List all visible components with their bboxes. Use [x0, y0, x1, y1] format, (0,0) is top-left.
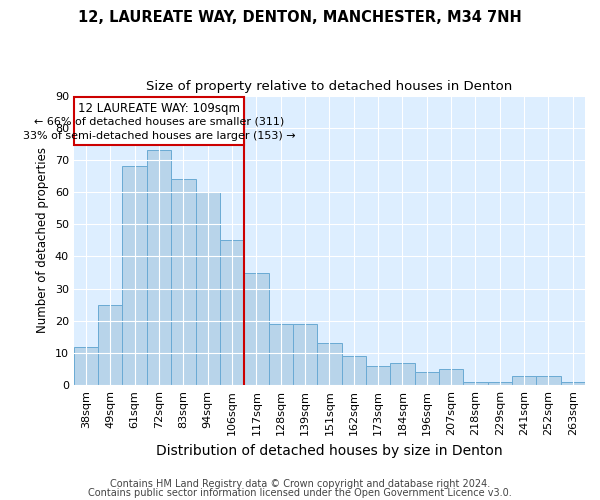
Bar	[366, 366, 390, 385]
Text: Contains public sector information licensed under the Open Government Licence v3: Contains public sector information licen…	[88, 488, 512, 498]
Bar	[98, 304, 122, 385]
Bar	[244, 272, 269, 385]
Bar	[415, 372, 439, 385]
FancyBboxPatch shape	[74, 97, 244, 146]
Text: ← 66% of detached houses are smaller (311): ← 66% of detached houses are smaller (31…	[34, 116, 284, 126]
Text: 12 LAUREATE WAY: 109sqm: 12 LAUREATE WAY: 109sqm	[78, 102, 240, 115]
Bar	[463, 382, 488, 385]
Text: 12, LAUREATE WAY, DENTON, MANCHESTER, M34 7NH: 12, LAUREATE WAY, DENTON, MANCHESTER, M3…	[78, 10, 522, 25]
X-axis label: Distribution of detached houses by size in Denton: Distribution of detached houses by size …	[156, 444, 503, 458]
Bar	[220, 240, 244, 385]
Bar	[269, 324, 293, 385]
Bar	[74, 346, 98, 385]
Text: Contains HM Land Registry data © Crown copyright and database right 2024.: Contains HM Land Registry data © Crown c…	[110, 479, 490, 489]
Bar	[122, 166, 147, 385]
Y-axis label: Number of detached properties: Number of detached properties	[36, 148, 49, 334]
Bar	[196, 192, 220, 385]
Bar	[488, 382, 512, 385]
Bar	[439, 369, 463, 385]
Bar	[560, 382, 585, 385]
Bar	[317, 344, 341, 385]
Bar	[536, 376, 560, 385]
Bar	[293, 324, 317, 385]
Bar	[341, 356, 366, 385]
Bar	[390, 362, 415, 385]
Text: 33% of semi-detached houses are larger (153) →: 33% of semi-detached houses are larger (…	[23, 131, 295, 141]
Bar	[147, 150, 171, 385]
Title: Size of property relative to detached houses in Denton: Size of property relative to detached ho…	[146, 80, 512, 93]
Bar	[512, 376, 536, 385]
Bar	[171, 179, 196, 385]
